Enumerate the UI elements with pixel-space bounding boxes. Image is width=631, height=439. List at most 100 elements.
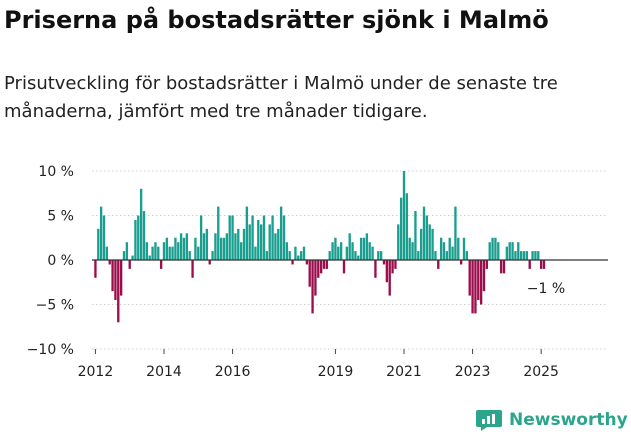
bar	[431, 228, 434, 260]
bar	[437, 260, 440, 269]
bar	[348, 233, 351, 260]
bar	[125, 242, 129, 260]
bar	[542, 260, 546, 269]
bar	[171, 246, 174, 260]
bar	[528, 260, 531, 269]
bar	[145, 242, 149, 260]
bar	[279, 206, 283, 260]
bar	[119, 260, 123, 296]
bar	[505, 246, 509, 260]
last-value-label: −1 %	[527, 281, 565, 297]
chart-subtitle: Prisutveckling för bostadsrätter i Malmö…	[4, 73, 558, 122]
y-tick-label: 10 %	[38, 164, 74, 180]
bar	[442, 242, 446, 260]
bar	[122, 251, 126, 260]
bar	[157, 246, 160, 260]
bar	[265, 251, 269, 260]
bar	[537, 251, 540, 260]
bar	[371, 246, 374, 260]
bar	[379, 251, 383, 260]
bar	[337, 246, 340, 260]
bar	[268, 224, 271, 260]
bar	[219, 237, 223, 260]
bar	[525, 251, 529, 260]
bar	[365, 233, 369, 260]
bar	[351, 242, 354, 260]
bar	[299, 251, 303, 260]
bar	[214, 233, 217, 260]
bar	[391, 260, 394, 274]
bar	[511, 242, 514, 260]
bar	[397, 224, 400, 260]
bar	[248, 224, 251, 260]
bar	[142, 211, 146, 260]
bar	[368, 242, 371, 260]
bars	[94, 171, 546, 323]
bar	[208, 260, 211, 265]
bar	[522, 251, 526, 260]
bar	[131, 255, 134, 260]
x-tick-label: 2012	[78, 364, 114, 380]
bar	[457, 237, 460, 260]
bar	[294, 246, 297, 260]
brand-name: Newsworthy	[509, 410, 628, 430]
bar	[114, 260, 117, 301]
bar	[448, 237, 451, 260]
bar	[285, 242, 289, 260]
bar	[419, 228, 423, 260]
bar	[242, 228, 246, 260]
bar	[411, 242, 414, 260]
bar	[439, 237, 443, 260]
bar	[154, 242, 157, 260]
x-tick-label: 2019	[318, 364, 354, 380]
bar	[197, 246, 200, 260]
bar	[151, 246, 154, 260]
bar	[168, 246, 171, 260]
newsworthy-logo-icon	[476, 410, 502, 431]
bar	[465, 251, 469, 260]
bar	[399, 197, 403, 260]
bar	[502, 260, 506, 274]
bar	[205, 228, 209, 260]
bar	[428, 224, 431, 260]
bar	[159, 260, 163, 269]
bar	[185, 233, 189, 260]
bar	[494, 237, 497, 260]
bar	[254, 246, 257, 260]
x-tick-label: 2021	[386, 364, 422, 380]
brand: Newsworthy	[475, 408, 628, 432]
bar	[297, 255, 300, 260]
bar	[422, 206, 426, 260]
bar	[499, 260, 503, 274]
bar	[291, 260, 294, 265]
bar	[188, 251, 191, 260]
bar	[405, 193, 409, 260]
bar	[454, 206, 457, 260]
bar	[94, 260, 97, 278]
y-tick-label: −10 %	[27, 342, 74, 358]
bar	[322, 260, 326, 269]
bar	[105, 246, 109, 260]
bar	[191, 260, 194, 278]
bar	[202, 233, 206, 260]
bar	[217, 206, 220, 260]
bar	[311, 260, 314, 314]
bar	[194, 237, 197, 260]
bar	[385, 260, 389, 283]
bar	[262, 215, 266, 260]
bar	[128, 260, 131, 269]
x-tick-label: 2014	[146, 364, 182, 380]
bar	[139, 188, 143, 260]
axes	[92, 259, 608, 354]
bar	[377, 251, 380, 260]
bar	[508, 242, 511, 260]
bar	[108, 260, 111, 265]
bar	[97, 228, 100, 260]
bar	[342, 260, 346, 274]
bar	[317, 260, 320, 278]
bar	[539, 260, 543, 269]
x-tick-label: 2025	[523, 364, 559, 380]
bar	[231, 215, 234, 260]
bar	[182, 237, 186, 260]
chart-title: Priserna på bostadsrätter sjönk i Malmö	[4, 6, 549, 34]
